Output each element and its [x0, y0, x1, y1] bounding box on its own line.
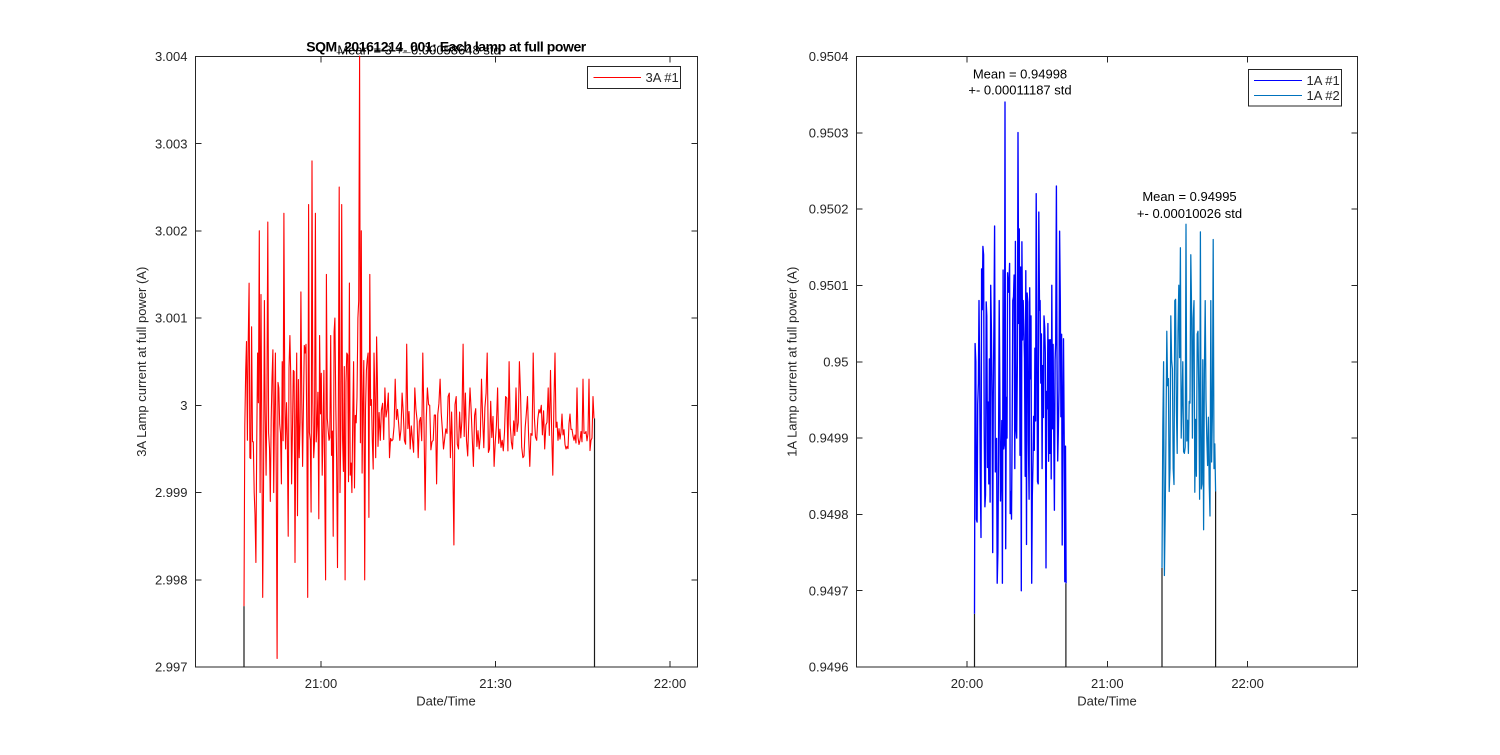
svg-text:0.9501: 0.9501	[809, 278, 849, 293]
svg-text:21:30: 21:30	[479, 676, 512, 691]
svg-text:3: 3	[180, 398, 187, 413]
svg-text:0.9498: 0.9498	[809, 507, 849, 522]
svg-text:0.9496: 0.9496	[809, 660, 849, 675]
svg-text:0.9502: 0.9502	[809, 202, 849, 217]
svg-text:Mean = 0.94995: Mean = 0.94995	[1142, 189, 1236, 204]
svg-text:22:00: 22:00	[654, 676, 687, 691]
svg-text:1A #1: 1A #1	[1307, 73, 1340, 88]
svg-text:2.997: 2.997	[155, 660, 188, 675]
svg-text:0.9504: 0.9504	[809, 49, 849, 64]
svg-text:2.998: 2.998	[155, 572, 188, 587]
svg-text:20:00: 20:00	[951, 676, 984, 691]
svg-text:SQM_20161214_001: Each lamp at: SQM_20161214_001: Each lamp at full powe…	[306, 39, 587, 55]
svg-text:Mean = 3 +- 0.00058648 std: Mean = 3 +- 0.00058648 std	[337, 43, 500, 58]
svg-text:1A #2: 1A #2	[1307, 88, 1340, 103]
svg-text:3.001: 3.001	[155, 311, 188, 326]
svg-text:0.95: 0.95	[823, 354, 848, 369]
svg-text:+- 0.00010026 std: +- 0.00010026 std	[1137, 206, 1242, 221]
svg-text:Date/Time: Date/Time	[1077, 694, 1136, 709]
svg-text:22:00: 22:00	[1231, 676, 1264, 691]
svg-text:0.9499: 0.9499	[809, 431, 849, 446]
svg-text:1A Lamp current at full power: 1A Lamp current at full power (A)	[785, 267, 800, 457]
svg-text:3A Lamp current at full power: 3A Lamp current at full power (A)	[134, 267, 149, 457]
svg-text:21:00: 21:00	[305, 676, 338, 691]
svg-text:3.004: 3.004	[155, 49, 188, 64]
svg-text:Date/Time: Date/Time	[416, 694, 475, 709]
svg-text:3.002: 3.002	[155, 224, 188, 239]
svg-text:0.9503: 0.9503	[809, 125, 849, 140]
svg-text:2.999: 2.999	[155, 485, 188, 500]
svg-text:3.003: 3.003	[155, 136, 188, 151]
svg-text:Mean = 0.94998: Mean = 0.94998	[973, 67, 1067, 82]
svg-text:21:00: 21:00	[1091, 676, 1124, 691]
svg-text:0.9497: 0.9497	[809, 583, 849, 598]
svg-text:+- 0.00011187 std: +- 0.00011187 std	[968, 83, 1071, 98]
svg-text:3A #1: 3A #1	[646, 70, 679, 85]
